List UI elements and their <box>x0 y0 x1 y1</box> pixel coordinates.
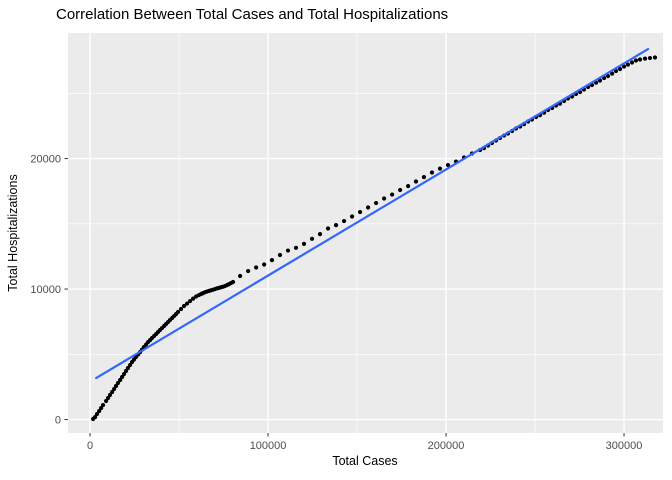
chart-title: Correlation Between Total Cases and Tota… <box>56 6 449 23</box>
data-point <box>184 301 190 306</box>
x-axis-title: Total Cases <box>332 454 398 468</box>
data-point <box>333 223 339 228</box>
data-point <box>175 309 181 315</box>
data-point <box>107 392 113 398</box>
data-point <box>647 55 653 61</box>
y-axis-title: Total Hospitalizations <box>6 174 20 292</box>
data-point <box>123 368 129 374</box>
data-point <box>406 183 411 189</box>
data-point <box>437 166 443 171</box>
data-point <box>118 377 123 383</box>
data-point <box>625 62 631 67</box>
y-tick-label: 20000 <box>30 154 61 166</box>
data-point <box>113 383 119 389</box>
data-point <box>246 268 251 274</box>
data-point <box>181 303 187 309</box>
data-point <box>309 236 315 241</box>
data-point <box>277 252 283 258</box>
data-point <box>191 296 196 301</box>
data-point <box>238 273 243 279</box>
data-point <box>230 279 236 285</box>
data-point <box>187 298 193 304</box>
data-point <box>115 380 121 386</box>
data-point <box>642 56 648 61</box>
x-tick-label: 100000 <box>250 440 287 452</box>
data-point <box>652 55 658 60</box>
data-point <box>92 414 98 420</box>
data-point <box>341 218 347 224</box>
data-point <box>110 389 115 395</box>
data-point <box>121 371 127 377</box>
data-point <box>365 205 371 210</box>
data-point <box>269 257 275 263</box>
data-point <box>317 232 323 237</box>
x-tick-label: 0 <box>87 440 93 452</box>
x-tick-label: 300000 <box>606 440 643 452</box>
data-point <box>413 179 419 184</box>
data-point <box>605 73 611 79</box>
data-point <box>103 398 109 404</box>
data-point <box>618 66 623 72</box>
data-point <box>262 262 267 267</box>
data-point <box>301 241 307 246</box>
data-point <box>254 265 259 270</box>
data-point <box>125 365 131 371</box>
data-point <box>111 386 117 392</box>
data-point <box>390 192 395 197</box>
data-point <box>398 187 403 193</box>
data-point <box>349 214 355 219</box>
data-point <box>178 306 184 312</box>
data-point <box>445 162 451 168</box>
regression-line <box>95 47 650 380</box>
data-point <box>97 408 102 414</box>
data-point <box>373 200 379 206</box>
data-point <box>633 58 639 63</box>
data-point <box>100 402 106 408</box>
data-point <box>609 71 615 76</box>
data-point <box>381 196 387 201</box>
data-point <box>429 170 435 175</box>
data-point <box>94 411 100 417</box>
data-point <box>120 374 125 380</box>
data-point <box>357 209 363 215</box>
data-point <box>105 395 111 401</box>
y-tick-label: 0 <box>55 415 61 427</box>
data-point <box>621 64 627 69</box>
data-point <box>629 60 635 65</box>
data-point <box>325 226 331 231</box>
data-point <box>128 362 133 368</box>
data-point <box>99 405 104 411</box>
x-tick-label: 200000 <box>428 440 465 452</box>
data-point <box>421 174 427 180</box>
data-point <box>637 57 643 62</box>
y-tick-label: 10000 <box>30 284 61 296</box>
data-point <box>293 245 299 250</box>
data-point <box>285 248 291 253</box>
